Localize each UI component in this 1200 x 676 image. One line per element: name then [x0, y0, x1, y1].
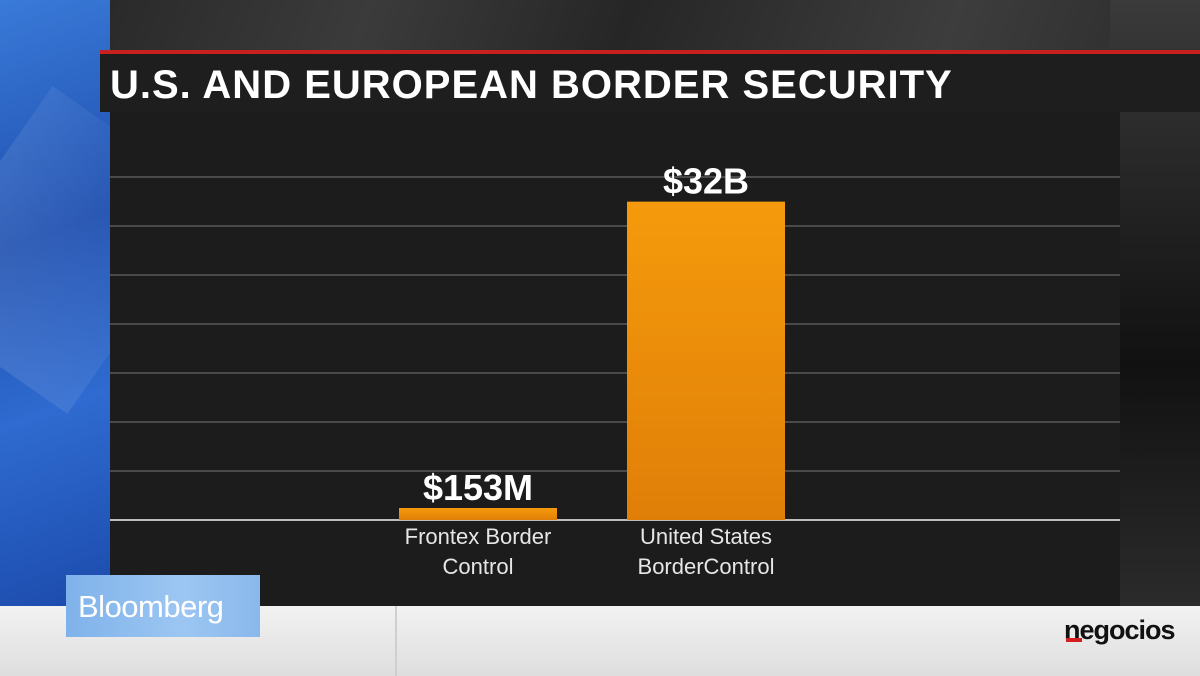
- bar-2: [627, 201, 785, 520]
- background-blue-panel: [0, 0, 110, 676]
- category-label: Frontex Border: [405, 524, 552, 549]
- title-accent-line: [100, 50, 1200, 54]
- data-label: $32B: [663, 161, 749, 202]
- negocios-logo: negocios: [1064, 615, 1176, 645]
- data-label: $153M: [423, 467, 533, 508]
- title-bar: [100, 54, 1200, 112]
- bar-chart: $153M Frontex Border Control $32B United Sta…: [110, 161, 1120, 579]
- bloomberg-logo-box: [66, 575, 260, 637]
- bloomberg-logo: Bloomberg: [78, 589, 224, 624]
- chart-panel: $153M Frontex Border Control $32B United Sta…: [110, 112, 1120, 606]
- category-label: Control: [443, 554, 514, 579]
- category-label: United States: [640, 524, 772, 549]
- negocios-logo-accent: [1066, 638, 1082, 642]
- category-label: BorderControl: [638, 554, 775, 579]
- bar-1: [399, 508, 557, 520]
- chart-title: U.S. AND EUROPEAN BORDER SECURITY: [110, 63, 953, 107]
